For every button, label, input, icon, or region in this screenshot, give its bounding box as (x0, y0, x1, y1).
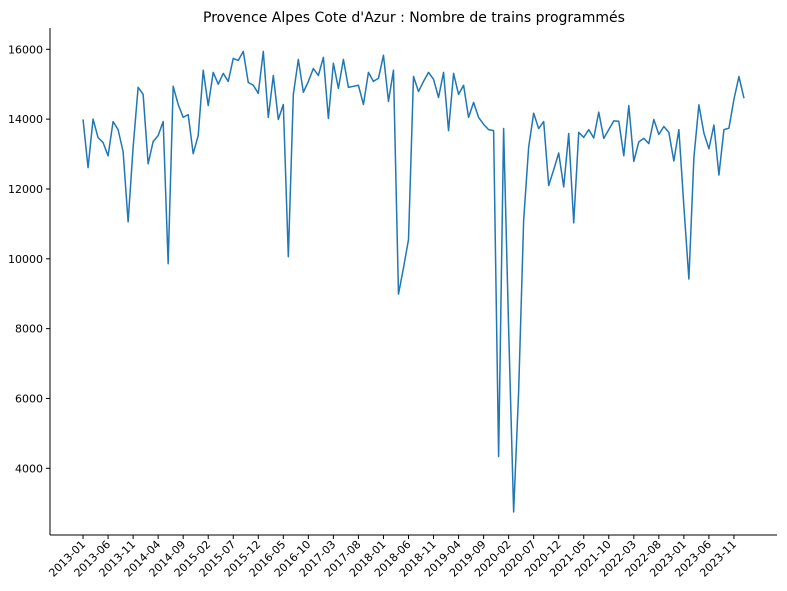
y-tick-label: 8000 (15, 323, 43, 336)
y-tick-label: 4000 (15, 462, 43, 475)
y-tick-label: 10000 (8, 253, 43, 266)
data-line (82, 50, 745, 513)
y-tick-label: 14000 (8, 113, 43, 126)
y-tick-label: 12000 (8, 183, 43, 196)
y-tick-label: 6000 (15, 392, 43, 405)
chart-title: Provence Alpes Cote d'Azur : Nombre de t… (203, 10, 625, 26)
y-tick-label: 16000 (8, 43, 43, 56)
